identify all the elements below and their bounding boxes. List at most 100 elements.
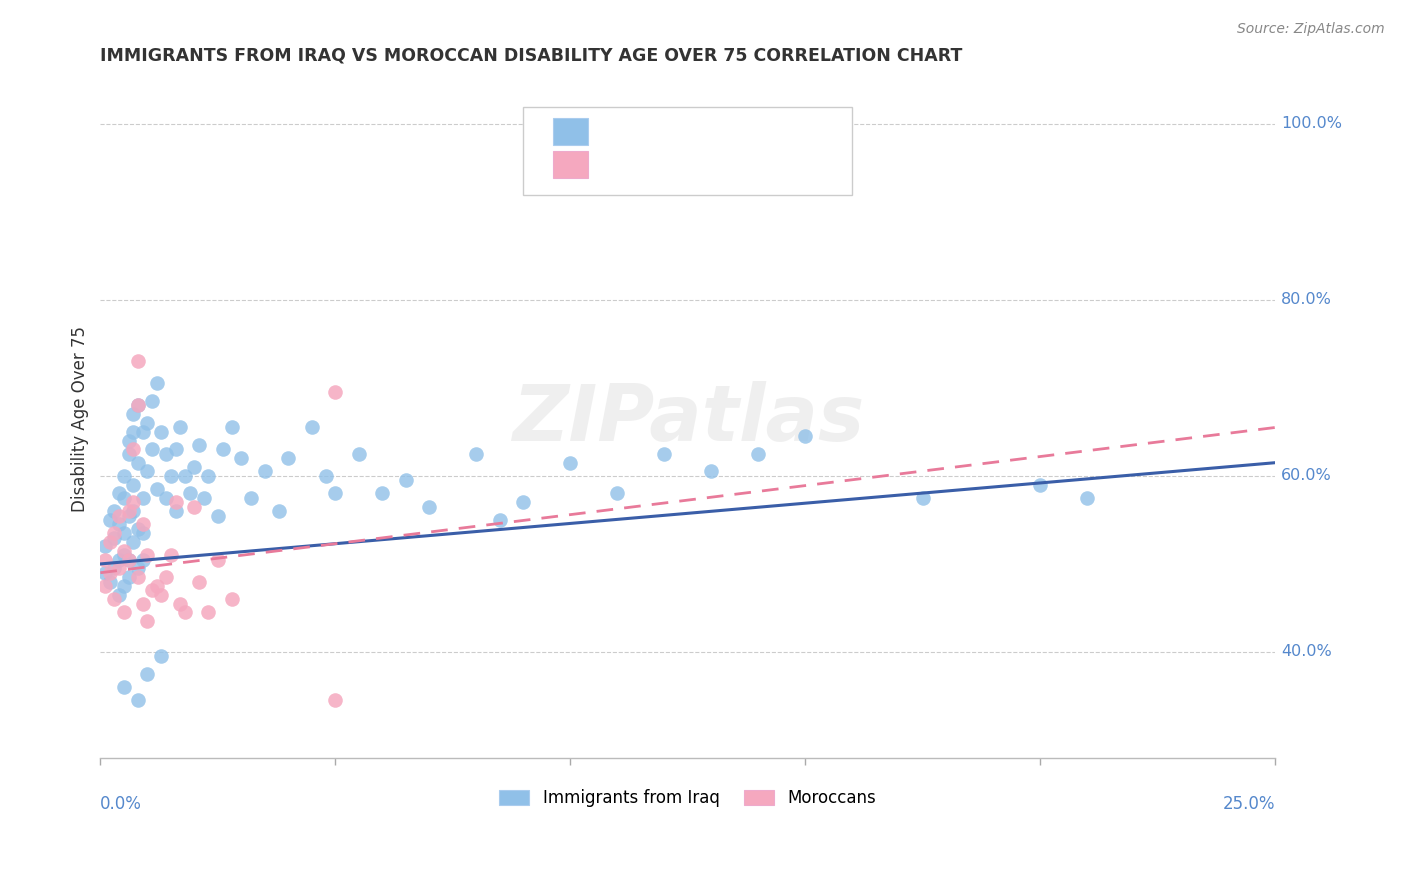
Point — [94, 552, 117, 566]
Text: 100.0%: 100.0% — [1281, 116, 1343, 131]
Point — [98, 513, 121, 527]
Point — [325, 693, 347, 707]
FancyBboxPatch shape — [553, 151, 588, 178]
Point — [127, 561, 149, 575]
Point — [145, 579, 167, 593]
Text: 60.0%: 60.0% — [1281, 468, 1331, 483]
Point — [136, 416, 159, 430]
Point — [122, 504, 145, 518]
Point — [127, 456, 149, 470]
Point — [183, 500, 205, 514]
Point — [127, 693, 149, 707]
Point — [207, 552, 229, 566]
Point — [112, 680, 135, 694]
Point — [94, 539, 117, 553]
Point — [122, 477, 145, 491]
Point — [112, 548, 135, 562]
Point — [169, 597, 191, 611]
Text: N = 84: N = 84 — [714, 123, 779, 141]
Text: 80.0%: 80.0% — [1281, 293, 1331, 307]
Point — [747, 447, 769, 461]
Point — [794, 429, 817, 443]
Point — [1076, 491, 1098, 505]
Point — [512, 495, 534, 509]
Point — [141, 583, 163, 598]
Point — [131, 526, 153, 541]
Point — [108, 561, 131, 575]
Point — [117, 447, 139, 461]
Point — [267, 504, 290, 518]
Point — [150, 425, 173, 439]
Point — [489, 513, 512, 527]
Point — [141, 442, 163, 457]
FancyBboxPatch shape — [553, 119, 588, 145]
Point — [117, 570, 139, 584]
Point — [112, 606, 135, 620]
Point — [165, 504, 187, 518]
Text: IMMIGRANTS FROM IRAQ VS MOROCCAN DISABILITY AGE OVER 75 CORRELATION CHART: IMMIGRANTS FROM IRAQ VS MOROCCAN DISABIL… — [100, 46, 963, 64]
Text: ZIPatlas: ZIPatlas — [512, 381, 863, 457]
Point — [371, 486, 394, 500]
Point — [112, 491, 135, 505]
Text: R = 0.236: R = 0.236 — [602, 123, 689, 141]
Point — [131, 597, 153, 611]
Point — [253, 465, 276, 479]
Point — [150, 588, 173, 602]
Point — [136, 667, 159, 681]
Point — [395, 473, 418, 487]
Point — [211, 442, 233, 457]
Point — [112, 543, 135, 558]
Point — [193, 491, 215, 505]
Legend: Immigrants from Iraq, Moroccans: Immigrants from Iraq, Moroccans — [492, 782, 883, 814]
Point — [155, 491, 177, 505]
Point — [301, 420, 323, 434]
Text: 25.0%: 25.0% — [1223, 795, 1275, 813]
Point — [174, 469, 197, 483]
Point — [911, 491, 934, 505]
Point — [179, 486, 201, 500]
Point — [127, 354, 149, 368]
Point — [183, 460, 205, 475]
Point — [98, 566, 121, 580]
Point — [136, 614, 159, 628]
Point — [160, 548, 183, 562]
Point — [136, 465, 159, 479]
Point — [325, 385, 347, 400]
Point — [197, 469, 219, 483]
Point — [465, 447, 488, 461]
Point — [103, 526, 125, 541]
Point — [136, 548, 159, 562]
Point — [654, 447, 676, 461]
Point — [160, 469, 183, 483]
Point — [155, 447, 177, 461]
Y-axis label: Disability Age Over 75: Disability Age Over 75 — [72, 326, 89, 512]
Point — [207, 508, 229, 523]
Point — [117, 552, 139, 566]
Point — [188, 574, 211, 589]
Point — [127, 522, 149, 536]
Point — [103, 561, 125, 575]
Point — [122, 425, 145, 439]
Point — [117, 552, 139, 566]
Point — [127, 399, 149, 413]
Point — [98, 574, 121, 589]
Point — [122, 442, 145, 457]
Point — [108, 517, 131, 532]
Point — [347, 447, 370, 461]
Point — [239, 491, 262, 505]
Point — [560, 456, 582, 470]
Point — [122, 535, 145, 549]
Point — [131, 491, 153, 505]
Point — [325, 486, 347, 500]
Point — [98, 535, 121, 549]
Text: Source: ZipAtlas.com: Source: ZipAtlas.com — [1237, 22, 1385, 37]
Text: 40.0%: 40.0% — [1281, 645, 1331, 659]
Point — [108, 552, 131, 566]
Point — [606, 486, 628, 500]
Point — [1029, 477, 1052, 491]
Point — [221, 592, 243, 607]
Point — [221, 420, 243, 434]
Point — [141, 394, 163, 409]
Point — [165, 442, 187, 457]
Point — [117, 504, 139, 518]
